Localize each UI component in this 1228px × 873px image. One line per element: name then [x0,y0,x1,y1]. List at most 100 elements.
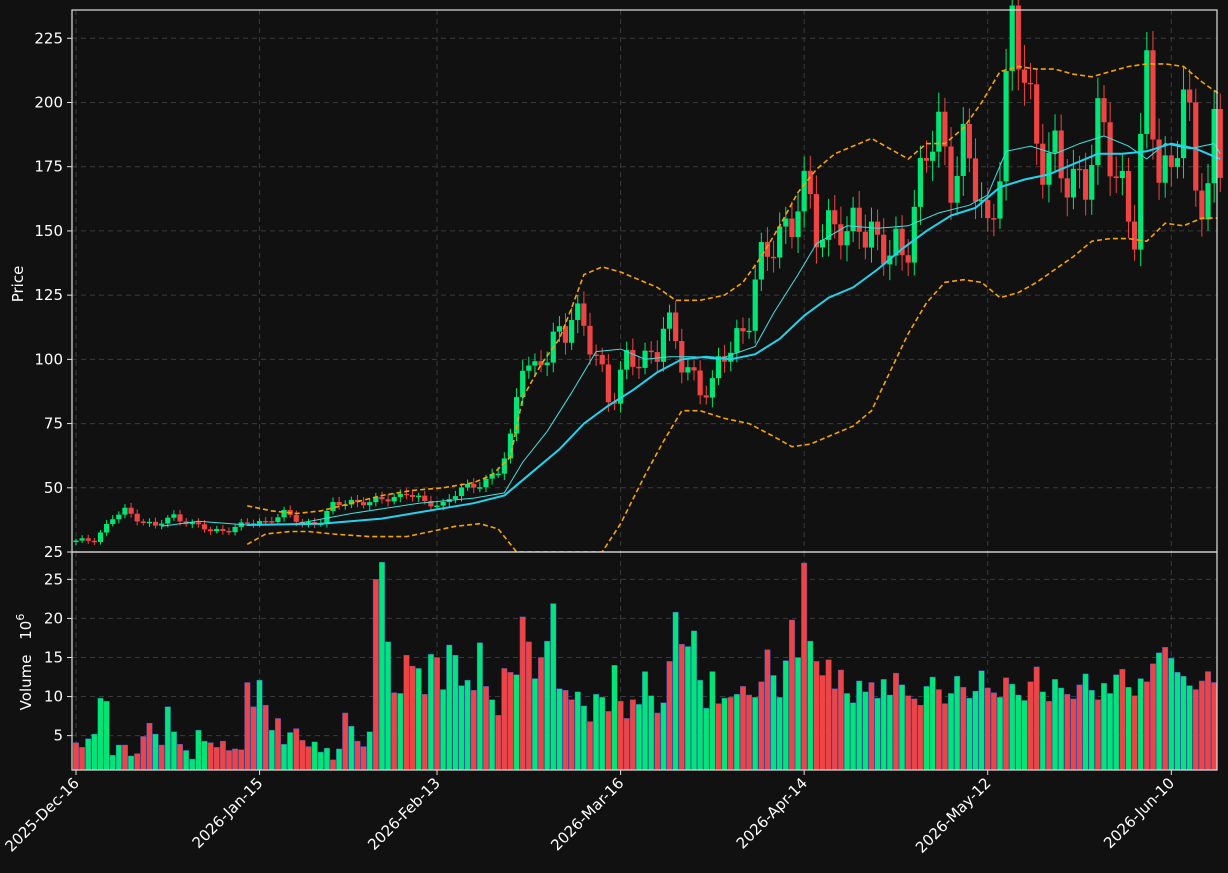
candle-down [881,234,887,265]
volume-bar-down [219,740,226,771]
volume-bar-down [232,748,239,771]
candle-down [1027,82,1034,85]
moving-average-slow-line [247,142,1221,526]
volume-bar-down [990,692,997,771]
volume-bar-up [593,694,600,771]
volume-tick-label: 25 [44,570,63,588]
volume-bar-down [1192,689,1199,771]
candle-up [1009,5,1015,71]
price-tick-label: 25 [44,543,63,561]
volume-bar-up [580,705,587,771]
volume-bar-up [183,750,190,771]
volume-bar-up [721,697,728,771]
volume-bar-down [213,747,220,771]
volume-bar-up [1168,658,1175,771]
volume-bar-down [495,715,502,771]
volume-bar-up [317,751,324,771]
volume-bar-up [1082,673,1089,771]
volume-bar-up [642,671,649,771]
candle-down [1217,108,1223,178]
candle-down [91,540,97,543]
volume-bar-up [874,697,881,771]
candle-down [379,496,385,500]
volume-bar-down [1045,701,1052,771]
candle-down [691,367,697,371]
candle-up [850,207,856,232]
volume-bar-up [672,611,679,771]
candle-down [336,502,342,506]
volume-tick-label: 10 [44,688,63,706]
candle-down [1199,190,1205,220]
candle-down [85,538,91,541]
volume-bar-up [844,693,850,771]
volume-bar-down [238,749,245,771]
volume-bar-up [287,732,294,771]
candle-up [465,483,471,488]
volume-bar-down [941,703,948,771]
volume-bar-up [966,697,973,771]
volume-tick-label: 20 [44,609,63,627]
candle-down [195,522,201,525]
volume-bar-up [531,678,538,771]
volume-bar-down [746,694,753,771]
volume-bar-up [427,654,434,771]
candle-up [232,526,238,533]
candle-down [538,361,544,366]
volume-bar-down [629,699,636,771]
volume-bar-up [397,693,404,771]
volume-bar-up [795,657,801,771]
candle-up [911,206,917,263]
candle-down [471,483,477,488]
volume-bar-up [862,691,869,771]
volume-bar-up [201,740,208,771]
volume-bar-up [776,697,783,771]
volume-bar-up [385,641,392,771]
volume-bar-up [1137,678,1144,771]
candle-up [1070,168,1076,198]
volume-bar-down [1119,669,1126,771]
volume-bar-up [464,679,471,771]
candle-up [917,158,924,207]
candle-up [513,397,520,434]
candle-up [819,239,826,248]
volume-bar-up [556,688,563,771]
candle-up [746,330,752,333]
volume-tick-label: 5 [53,727,63,745]
volume-bar-down [654,712,661,771]
volume-bar-down [483,686,489,771]
volume-bar-down [617,701,624,771]
volume-bars [73,561,1218,771]
volume-bar-down [421,694,428,771]
candle-up [348,499,354,505]
volume-bar-down [1027,681,1034,771]
candle-down [360,502,367,506]
volume-bar-down [470,690,477,771]
volume-bar-up [886,694,893,771]
volume-bar-up [782,660,789,771]
candle-up [146,521,153,524]
candle-up [507,433,514,459]
candle-up [281,510,287,518]
volume-bar-down [568,699,575,771]
volume-bar-up [635,704,642,771]
candle-down [428,500,434,507]
volume-bar-down [1205,671,1211,771]
volume-bar-down [121,744,128,771]
volume-bar-up [1039,691,1046,771]
volume-bar-up [1180,676,1187,771]
candle-up [936,111,942,152]
candle-down [789,218,795,238]
candle-down [630,350,636,367]
volume-tick-label: 15 [44,648,63,666]
volume-bar-down [293,728,300,771]
candle-down [673,312,679,342]
volume-bar-up [458,685,465,771]
candle-up [666,312,673,329]
candle-down [1064,178,1070,198]
candle-down [905,255,911,263]
volume-bar-up [1088,690,1095,771]
volume-bar-down [740,686,746,771]
candle-down [293,514,299,522]
volume-bar-down [1162,647,1169,771]
volume-bar-up [807,640,814,771]
